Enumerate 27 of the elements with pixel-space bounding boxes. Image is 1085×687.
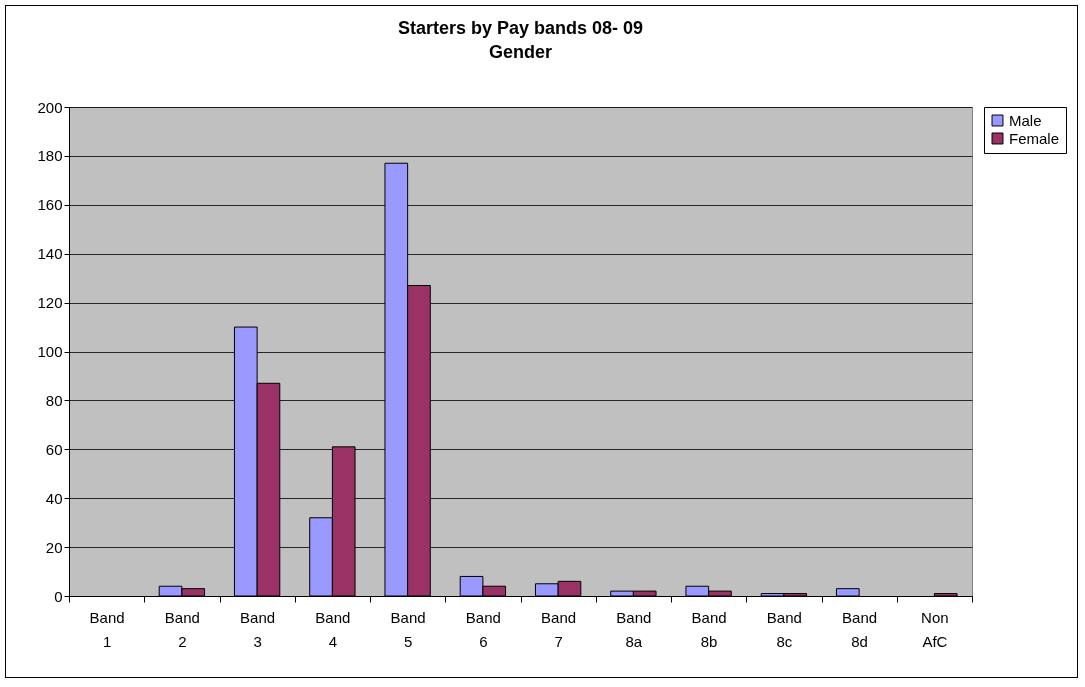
x-tick-label: Band 2 bbox=[164, 608, 200, 650]
y-tick-label: 20 bbox=[45, 538, 63, 556]
y-tick-label: 180 bbox=[37, 147, 63, 165]
y-tick-label: 40 bbox=[45, 489, 63, 507]
y-tick-label: 200 bbox=[37, 98, 63, 116]
y-tick-label: 80 bbox=[45, 391, 63, 409]
x-tick-label: Band 3 bbox=[240, 608, 276, 650]
x-tick-label: Band 8b bbox=[691, 608, 727, 650]
y-tick-label: 100 bbox=[37, 343, 63, 360]
y-tick-label: 160 bbox=[37, 196, 63, 214]
x-tick-label: Band 8d bbox=[842, 608, 878, 650]
x-tick-label: Non AfC bbox=[921, 608, 949, 650]
x-tick-label: Band 5 bbox=[390, 608, 426, 650]
y-tick-label: 0 bbox=[54, 587, 63, 605]
chart-title: Starters by Pay bands 08- 09 bbox=[397, 18, 644, 38]
y-tick-label: 60 bbox=[45, 440, 63, 458]
x-tick-label: Band 1 bbox=[89, 608, 125, 650]
x-tick-label: Band 8a bbox=[616, 608, 652, 650]
legend-label: Male bbox=[1009, 111, 1042, 129]
legend-label: Female bbox=[1009, 129, 1060, 147]
y-tick-label: 140 bbox=[37, 245, 63, 263]
chart-subtitle: Gender bbox=[488, 42, 553, 62]
x-tick-label: Band 4 bbox=[315, 608, 351, 650]
x-tick-label: Band 7 bbox=[541, 608, 577, 650]
x-tick-label: Band 6 bbox=[465, 608, 501, 650]
x-tick-label: Band 8c bbox=[766, 608, 802, 650]
y-tick-label: 120 bbox=[37, 294, 63, 312]
